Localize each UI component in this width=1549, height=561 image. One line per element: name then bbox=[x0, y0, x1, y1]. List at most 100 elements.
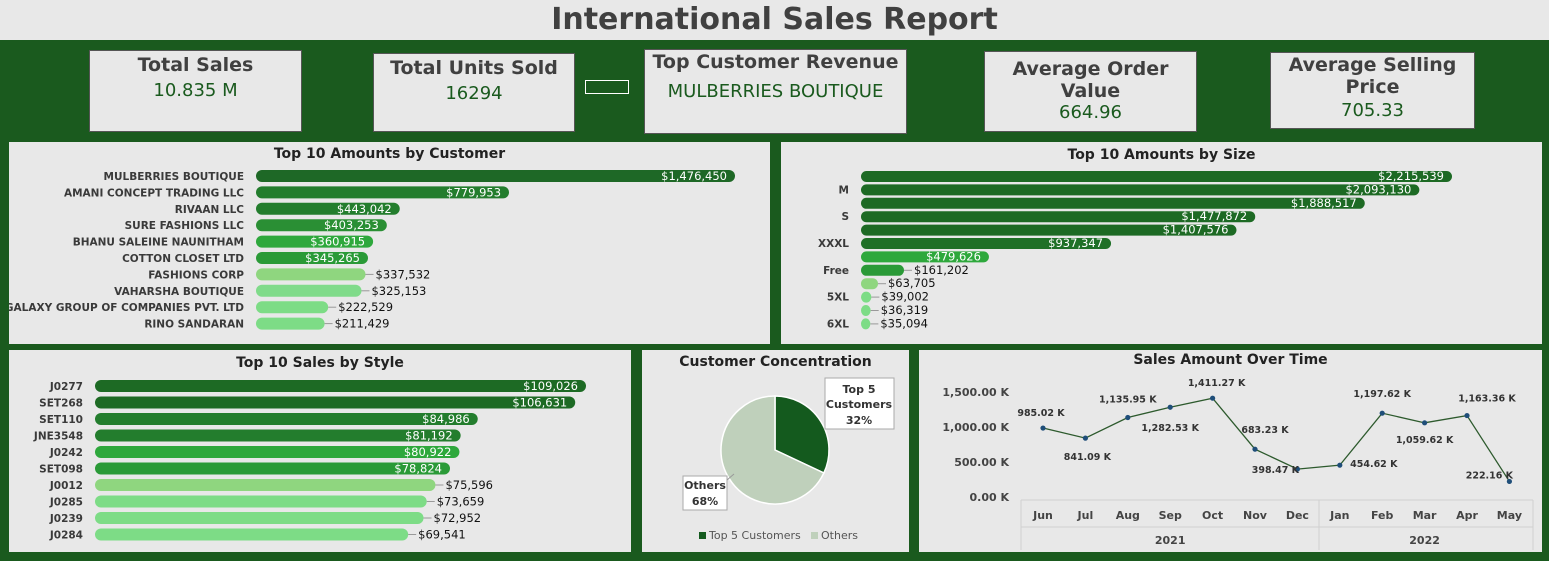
svg-style-bar bbox=[95, 479, 436, 491]
legend-label-others: Others bbox=[821, 529, 858, 542]
concentration-chart-panel: Customer Concentration Top 5 Customers 32%… bbox=[642, 350, 909, 552]
svg-style-bar bbox=[95, 528, 409, 541]
svg-customer-bar bbox=[256, 284, 362, 297]
pie-label-box bbox=[682, 475, 728, 511]
x-tick-label: Feb bbox=[1371, 509, 1394, 522]
pie-slice-others bbox=[720, 395, 825, 505]
kpi-avg-price: Average Selling Price 705.33 bbox=[1270, 52, 1475, 129]
kpi-avg-price-value: 705.33 bbox=[1341, 100, 1404, 121]
svg-customer-data-label: $779,953 bbox=[446, 185, 501, 199]
svg-size-bar bbox=[861, 264, 905, 276]
x-tick-label: Aug bbox=[1116, 509, 1140, 522]
empty-shape[interactable] bbox=[585, 80, 629, 94]
svg-style-category-label: SET268 bbox=[39, 398, 83, 410]
x-tick-label: Dec bbox=[1286, 509, 1309, 522]
data-point bbox=[1125, 414, 1131, 421]
svg-size-category-label: M bbox=[839, 184, 849, 196]
data-label: 1,059.62 K bbox=[1396, 435, 1454, 446]
svg-customer-category-label: RIVAAN LLC bbox=[175, 204, 244, 216]
svg-style-category-label: J0277 bbox=[49, 381, 83, 393]
svg-style-category-label: SET110 bbox=[39, 414, 83, 426]
svg-customer-bar bbox=[256, 170, 735, 182]
data-label: 683.23 K bbox=[1241, 425, 1289, 436]
svg-size-bar bbox=[861, 305, 871, 316]
size-chart-title: Top 10 Amounts by Size bbox=[1067, 147, 1256, 163]
customer-chart-title: Top 10 Amounts by Customer bbox=[273, 146, 506, 162]
x-tick-label: Jun bbox=[1032, 509, 1053, 522]
x-tick-label: Mar bbox=[1413, 509, 1437, 522]
data-label: 1,163.36 K bbox=[1458, 394, 1516, 405]
svg-style-data-label: $80,922 bbox=[404, 445, 452, 459]
legend-swatch-top5 bbox=[699, 532, 706, 539]
data-point bbox=[1167, 404, 1173, 410]
concentration-pie-chart: Top 5 Customers 32% Others 68% Top 5 Customer… bbox=[682, 377, 895, 542]
data-label: 1,282.53 K bbox=[1141, 423, 1199, 434]
customer-chart-panel: Top 10 Amounts by Customer MULBERRIES BO… bbox=[5, 142, 770, 344]
time-line-chart: 0.00 K 500.00 K 1,000.00 K 1,500.00 K 985.02… bbox=[942, 378, 1534, 550]
svg-size-data-label: $2,093,130 bbox=[1345, 182, 1411, 196]
svg-style-category-label: J0239 bbox=[49, 513, 83, 525]
svg-customer-data-label: $345,265 bbox=[305, 251, 360, 265]
svg-size-data-label: $2,215,539 bbox=[1378, 169, 1444, 183]
svg-customer-data-label: $403,253 bbox=[324, 218, 379, 232]
svg-size-bar bbox=[861, 291, 872, 303]
customer-bar-chart: MULBERRIES BOUTIQUE $1,476,450 AMANI CONCE… bbox=[5, 169, 735, 331]
style-bar-chart: J0277 $109,026 SET268 $106,631 SET110 $84,986… bbox=[33, 379, 586, 542]
x-tick-label: Jan bbox=[1329, 509, 1349, 522]
data-label: 1,197.62 K bbox=[1353, 389, 1411, 400]
kpi-total-sales-value: 10.835 M bbox=[153, 80, 238, 101]
svg-size-bar bbox=[861, 318, 871, 330]
svg-customer-bar bbox=[256, 252, 369, 264]
svg-customer-category-label: AMANI CONCEPT TRADING LLC bbox=[64, 187, 244, 199]
svg-style-data-label: $75,596 bbox=[445, 478, 493, 492]
style-chart-panel: Top 10 Sales by Style J0277 $109,026 SET26… bbox=[9, 350, 631, 552]
svg-style-bar bbox=[95, 380, 586, 392]
svg-size-category-label: 5XL bbox=[827, 292, 849, 304]
svg-size-bar bbox=[861, 278, 878, 290]
svg-style-bar bbox=[95, 512, 424, 524]
svg-customer-bar bbox=[256, 301, 329, 314]
svg-size-bar bbox=[861, 251, 989, 263]
y-tick-label: 1,500.00 K bbox=[942, 386, 1009, 399]
svg-style-data-label: $69,541 bbox=[418, 528, 466, 542]
kpi-top-customer-label: Top Customer Revenue bbox=[652, 51, 899, 73]
kpi-avg-order-value: 664.96 bbox=[1059, 102, 1122, 123]
kpi-total-sales: Total Sales 10.835 M bbox=[89, 50, 302, 132]
kpi-top-customer: Top Customer Revenue MULBERRIES BOUTIQUE bbox=[644, 49, 907, 134]
pie-leader-line bbox=[726, 473, 735, 481]
data-point bbox=[1210, 395, 1216, 401]
svg-style-category-label: J0242 bbox=[49, 447, 83, 459]
x-tick-label: Nov bbox=[1243, 509, 1268, 522]
data-point bbox=[1040, 425, 1046, 431]
svg-size-category-label: 6XL bbox=[827, 318, 849, 330]
legend-label-top5: Top 5 Customers bbox=[708, 529, 801, 542]
time-chart-title: Sales Amount Over Time bbox=[1133, 352, 1328, 368]
x-tick-label: Sep bbox=[1159, 509, 1182, 522]
data-label: 841.09 K bbox=[1064, 452, 1112, 463]
x-tick-label: Oct bbox=[1202, 509, 1223, 522]
y-tick-label: 1,000.00 K bbox=[942, 421, 1009, 434]
svg-customer-data-label: $360,915 bbox=[310, 235, 365, 249]
pie-label-name: Customers bbox=[826, 398, 893, 411]
y-tick-label: 0.00 K bbox=[970, 491, 1010, 504]
kpi-avg-order: Average Order Value 664.96 bbox=[984, 51, 1197, 132]
data-point bbox=[1422, 420, 1428, 426]
svg-size-data-label: $35,094 bbox=[880, 316, 928, 330]
x-tick-label: Jul bbox=[1077, 509, 1094, 522]
data-point bbox=[1379, 410, 1385, 416]
x-tick-label: Apr bbox=[1456, 509, 1478, 522]
data-point bbox=[1506, 478, 1512, 485]
report-title: International Sales Report bbox=[551, 2, 998, 37]
svg-customer-data-label: $325,153 bbox=[371, 284, 426, 298]
svg-style-data-label: $84,986 bbox=[422, 412, 470, 426]
kpi-avg-price-label: Average Selling Price bbox=[1288, 54, 1457, 98]
data-point bbox=[1464, 412, 1470, 419]
data-label: 398.47 K bbox=[1252, 465, 1300, 476]
svg-size-bar bbox=[861, 238, 1112, 249]
svg-customer-bar bbox=[256, 268, 366, 281]
svg-customer-data-label: $1,476,450 bbox=[661, 169, 727, 183]
data-label: 1,411.27 K bbox=[1188, 378, 1246, 389]
svg-style-bar bbox=[95, 396, 576, 409]
svg-style-bar bbox=[95, 413, 478, 425]
svg-customer-bar bbox=[256, 219, 387, 232]
